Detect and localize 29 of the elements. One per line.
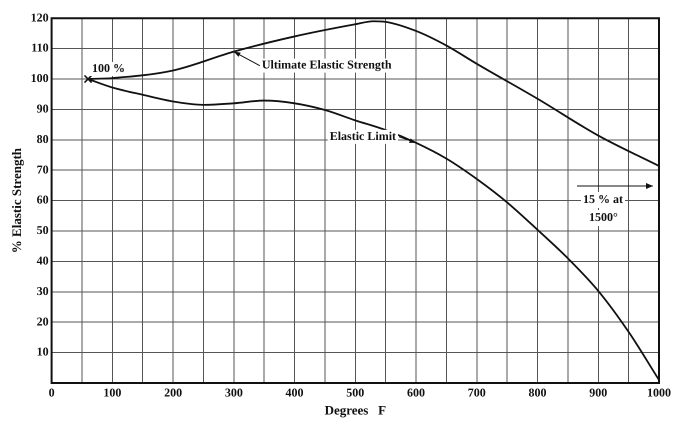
x-tick-label: 100 <box>103 385 122 400</box>
y-tick-label: 100 <box>30 71 49 86</box>
x-tick-label: 400 <box>286 385 304 400</box>
y-tick-label: 70 <box>36 162 49 176</box>
y-tick-label: 110 <box>31 40 49 55</box>
annotation: 15 % at 1500° <box>583 192 623 224</box>
x-tick-label: 800 <box>528 385 547 400</box>
x-axis-title: Degrees F <box>324 402 386 418</box>
y-tick-label: 120 <box>30 10 49 24</box>
annotation: 100 % <box>92 61 126 76</box>
y-tick-label: 40 <box>36 253 49 268</box>
x-tick-label: 600 <box>407 385 426 400</box>
y-tick-label: 90 <box>36 101 49 116</box>
annotation: Ultimate Elastic Strength <box>262 58 392 72</box>
y-tick-label: 30 <box>36 284 49 298</box>
x-tick-label: 500 <box>346 385 364 400</box>
x-tick-label: 700 <box>468 385 486 400</box>
y-tick-label: 80 <box>36 132 49 146</box>
x-tick-label: 0 <box>48 385 55 400</box>
x-tick-label: 900 <box>589 385 608 400</box>
y-axis-title: % Elastic Strength <box>9 147 24 254</box>
annotation: Elastic Limit <box>330 128 396 143</box>
y-tick-label: 20 <box>36 314 49 328</box>
x-tick-label: 300 <box>224 385 243 400</box>
y-tick-label: 50 <box>36 223 49 238</box>
x-tick-label: 1000 <box>647 385 671 400</box>
y-tick-label: 10 <box>36 344 49 359</box>
x-tick-label: 200 <box>164 385 182 400</box>
y-tick-label: 60 <box>36 192 49 207</box>
